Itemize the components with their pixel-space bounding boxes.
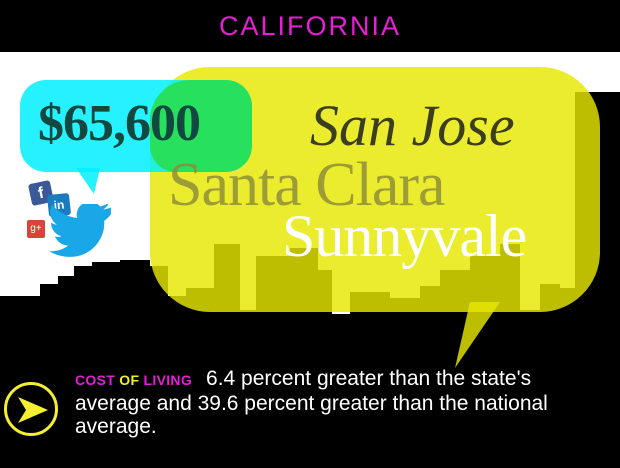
- label-word-of: OF: [119, 372, 140, 388]
- cost-of-living-text: 6.4 percent greater than the state's ave…: [75, 367, 548, 438]
- label-word-cost: COST: [75, 372, 116, 388]
- googleplus-icon[interactable]: g+: [27, 220, 45, 238]
- cost-of-living-label: COST OF LIVING: [75, 372, 192, 388]
- infographic-scene: $65,600 San Jose Santa Clara Sunnyvale f…: [0, 52, 620, 468]
- next-arrow-button[interactable]: [4, 382, 58, 436]
- city-san-jose: San Jose: [310, 93, 515, 158]
- salary-bubble-tail: [76, 168, 100, 194]
- header-bar: CALIFORNIA: [0, 0, 620, 52]
- city-sunnyvale: Sunnyvale: [282, 203, 527, 269]
- cities-bubble-tail: [455, 302, 500, 368]
- salary-value: $65,600: [38, 95, 201, 152]
- label-word-living: LIVING: [143, 372, 193, 388]
- arrow-right-icon: [18, 397, 48, 423]
- twitter-icon[interactable]: [48, 204, 114, 260]
- bubble-overlap: [150, 80, 252, 172]
- cost-of-living-caption: COST OF LIVING 6.4 percent greater than t…: [75, 367, 580, 438]
- city-santa-clara: Santa Clara: [168, 151, 446, 219]
- state-title: CALIFORNIA: [218, 10, 402, 41]
